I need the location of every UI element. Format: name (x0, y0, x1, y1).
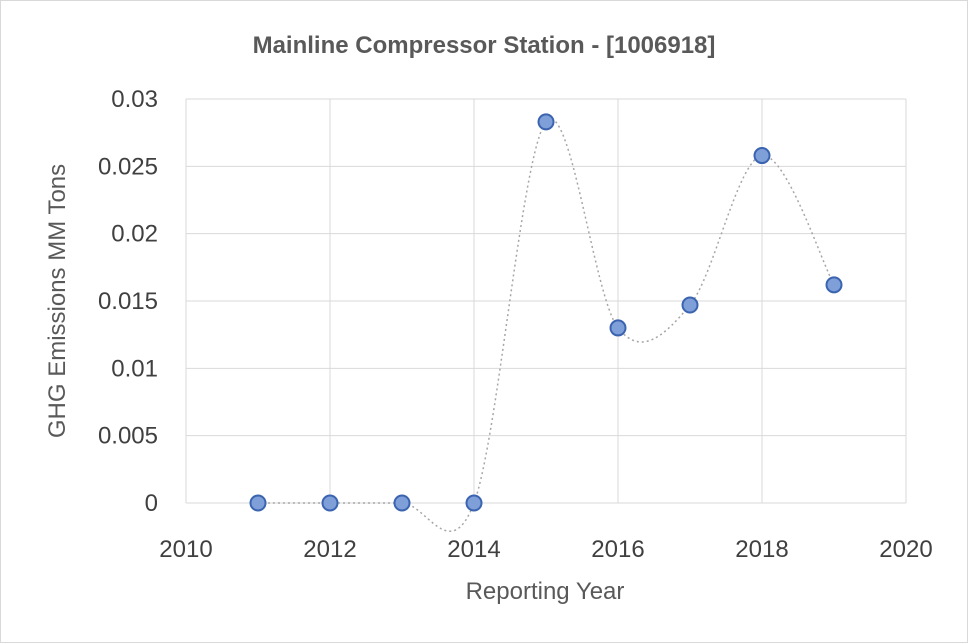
data-point (753, 147, 771, 165)
y-gridlines (186, 98, 906, 504)
data-point (465, 494, 483, 512)
data-point (609, 319, 627, 337)
y-tick-label: 0.025 (98, 153, 158, 180)
chart-title: Mainline Compressor Station - [1006918] (253, 32, 716, 59)
y-tick-label: 0.01 (111, 355, 158, 382)
y-tick-label: 0.02 (111, 221, 158, 248)
x-tick-label: 2018 (735, 536, 788, 563)
data-point (537, 113, 555, 131)
x-tick-labels: 2010 2012 2014 2016 2018 2020 (159, 536, 932, 563)
data-point (825, 276, 843, 294)
y-tick-label: 0.005 (98, 423, 158, 450)
x-tick-label: 2016 (591, 536, 644, 563)
data-points (249, 113, 843, 512)
data-point (249, 494, 267, 512)
x-axis-label: Reporting Year (466, 578, 625, 605)
x-tick-label: 2012 (303, 536, 356, 563)
y-tick-labels: 0 0.005 0.01 0.015 0.02 0.025 0.03 (98, 86, 158, 517)
trend-line (258, 118, 835, 532)
y-tick-label: 0 (145, 490, 158, 517)
x-tick-label: 2020 (879, 536, 932, 563)
data-point (393, 494, 411, 512)
x-tick-label: 2014 (447, 536, 500, 563)
y-tick-label: 0.015 (98, 288, 158, 315)
data-point (681, 296, 699, 314)
y-tick-label: 0.03 (111, 86, 158, 113)
data-point (321, 494, 339, 512)
x-tick-label: 2010 (159, 536, 212, 563)
y-axis-label: GHG Emissions MM Tons (44, 164, 71, 438)
